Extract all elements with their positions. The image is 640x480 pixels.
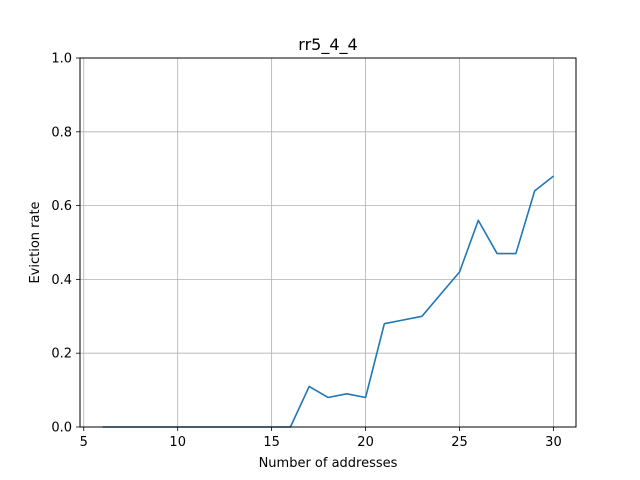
x-tick-label: 25	[451, 435, 468, 450]
y-tick-label: 0.2	[51, 347, 72, 362]
chart-title: rr5_4_4	[298, 35, 357, 55]
x-tick-label: 20	[357, 435, 374, 450]
y-tick-label: 0.4	[51, 273, 72, 288]
x-axis-label: Number of addresses	[259, 456, 398, 471]
plot-frame	[79, 57, 577, 428]
y-axis-label: Eviction rate	[28, 201, 43, 283]
y-tick-label: 0.0	[51, 421, 72, 436]
x-tick-label: 10	[169, 435, 186, 450]
y-tick-label: 0.8	[51, 125, 72, 140]
x-tick-label: 15	[263, 435, 280, 450]
y-tick-label: 0.6	[51, 199, 72, 214]
x-tick-label: 5	[80, 435, 88, 450]
y-tick-label: 1.0	[51, 52, 72, 67]
ticks: 5 10 15 20 25 30 0.0 0.2 0.4 0.6 0.8 1.0	[51, 52, 561, 451]
x-tick-label: 30	[545, 435, 562, 450]
